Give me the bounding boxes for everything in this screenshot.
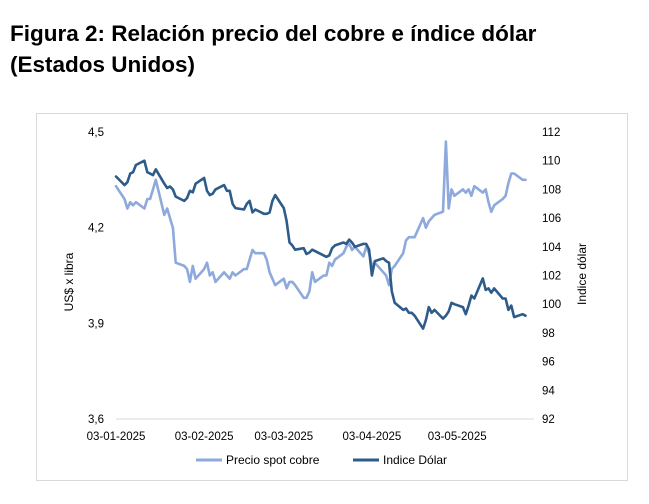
chart-frame bbox=[36, 113, 628, 481]
left-tick-label: 3,9 bbox=[88, 318, 104, 330]
right-tick-label: 106 bbox=[542, 213, 561, 225]
right-tick-label: 104 bbox=[542, 242, 562, 254]
left-axis-label: US$ x libra bbox=[62, 252, 76, 311]
left-axis-ticks: 4,5 4,2 3,9 3,6 bbox=[88, 127, 104, 426]
figure-title-line-2: (Estados Unidos) bbox=[10, 52, 196, 77]
x-tick-label: 03-04-2025 bbox=[343, 431, 402, 443]
right-tick-label: 100 bbox=[542, 299, 561, 311]
x-tick-label: 03-01-2025 bbox=[87, 431, 146, 443]
x-tick-label: 03-05-2025 bbox=[428, 431, 487, 443]
right-tick-label: 96 bbox=[542, 357, 555, 369]
right-tick-label: 112 bbox=[542, 127, 560, 139]
x-tick-label: 03-02-2025 bbox=[175, 431, 234, 443]
right-axis-ticks: 112 110 108 106 104 102 100 98 96 94 92 bbox=[542, 127, 562, 426]
right-tick-label: 110 bbox=[542, 156, 560, 168]
left-tick-label: 4,5 bbox=[88, 127, 104, 139]
right-tick-label: 102 bbox=[542, 271, 561, 283]
right-tick-label: 92 bbox=[542, 414, 555, 426]
right-tick-label: 98 bbox=[542, 328, 555, 340]
right-tick-label: 108 bbox=[542, 184, 561, 196]
legend-label-dollar: Indice Dólar bbox=[383, 453, 447, 467]
right-axis-label: Indice dólar bbox=[575, 243, 589, 305]
figure-title: Figura 2: Relación precio del cobre e ín… bbox=[10, 18, 640, 80]
legend-label-copper: Precio spot cobre bbox=[226, 453, 320, 467]
series-layer bbox=[114, 140, 527, 330]
dollar-index-line bbox=[114, 159, 527, 330]
copper-price-line bbox=[114, 140, 527, 300]
x-axis-ticks: 03-01-2025 03-02-2025 03-03-2025 03-04-2025… bbox=[87, 431, 487, 443]
figure-title-line-1: Figura 2: Relación precio del cobre e ín… bbox=[10, 21, 537, 46]
x-tick-label: 03-03-2025 bbox=[254, 431, 313, 443]
left-tick-label: 4,2 bbox=[88, 223, 104, 235]
left-tick-label: 3,6 bbox=[88, 414, 104, 426]
right-tick-label: 94 bbox=[542, 385, 555, 397]
legend: Precio spot cobre Indice Dólar bbox=[196, 453, 447, 467]
